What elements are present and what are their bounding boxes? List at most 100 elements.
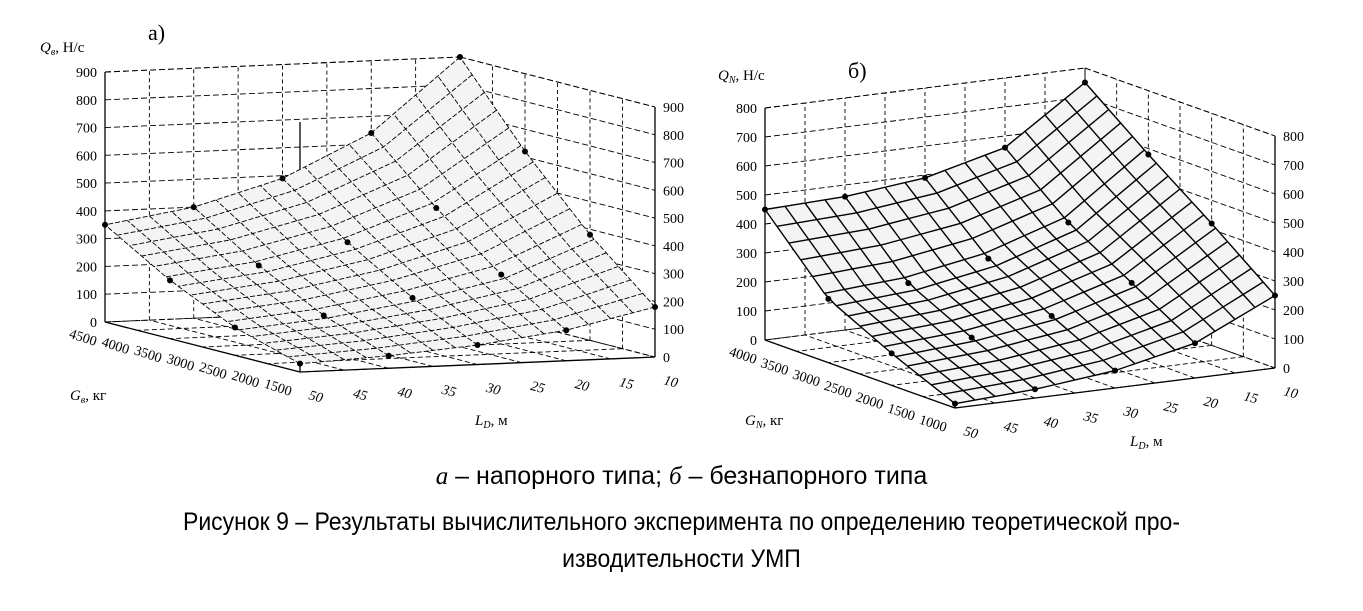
back-wall-gridline	[459, 84, 656, 136]
surface-mesh-line	[104, 224, 301, 365]
g-tick-label: 1500	[885, 402, 916, 425]
data-point	[457, 54, 463, 60]
z-tick-label-right: 0	[1283, 362, 1290, 377]
data-point	[1082, 79, 1088, 86]
g-axis-title: Gв, кг	[70, 388, 106, 406]
g-tick-label: 3500	[759, 356, 790, 379]
z-tick-label-left: 700	[76, 122, 97, 137]
l-tick-label: 20	[573, 377, 590, 395]
z-tick-label-right: 800	[1283, 130, 1304, 145]
sublabel-a-text: – напорного типа;	[448, 462, 669, 490]
l-tick-label: 45	[351, 386, 368, 404]
surface-mesh-line	[126, 220, 323, 363]
surface-mesh-line	[149, 215, 345, 361]
l-axis-title-unit: , м	[491, 413, 509, 429]
surface-mesh-line	[282, 178, 478, 346]
data-point	[102, 221, 108, 228]
data-point	[1192, 340, 1198, 347]
data-point	[1128, 279, 1135, 286]
l-axis-title: LD, м	[474, 413, 508, 431]
l-tick-label: 40	[396, 385, 413, 403]
l-tick-label: 15	[618, 375, 635, 393]
z-tick-label-left: 200	[76, 260, 97, 275]
z-tick-label-right: 500	[1283, 217, 1304, 232]
z-tick-label-right: 300	[1283, 275, 1304, 290]
data-point	[1032, 386, 1038, 393]
g-axis-title-unit: , кг	[763, 413, 784, 429]
surface-mesh-line	[804, 202, 996, 398]
z-tick-label-right: 600	[1283, 188, 1304, 203]
z-axis-title-symbol: Q	[718, 68, 729, 84]
data-point	[409, 294, 416, 301]
surface-mesh-line	[1024, 130, 1216, 332]
z-axis-title-subscript: в	[51, 47, 56, 58]
g-tick-label: 2000	[230, 369, 261, 392]
top-edge	[104, 56, 461, 73]
l-axis-title: LD, м	[1129, 434, 1163, 450]
surface-mesh-line	[215, 199, 412, 354]
surface-mesh-line	[202, 192, 558, 305]
data-point	[522, 148, 528, 155]
z-tick-label-left: 100	[736, 305, 757, 320]
data-point	[905, 280, 912, 287]
figure-caption-line2: изводительности УМП	[562, 545, 801, 573]
z-tick-label-right: 700	[663, 157, 684, 172]
l-axis-title-subscript: D	[1137, 441, 1146, 450]
data-point	[385, 352, 392, 359]
surface-mesh-line	[129, 92, 485, 247]
data-point	[652, 304, 658, 310]
z-tick-label-right: 500	[663, 212, 684, 227]
z-tick-label-right: 600	[663, 184, 684, 199]
l-tick-label: 50	[307, 388, 324, 406]
surface-mesh-line	[370, 132, 567, 331]
back-wall-gridline	[104, 112, 461, 129]
z-tick-label-left: 0	[750, 334, 757, 349]
back-wall-gridline	[104, 167, 461, 184]
l-tick-label: 45	[1002, 419, 1019, 437]
back-wall-gridline	[104, 195, 461, 212]
g-axis-title-unit: , кг	[85, 388, 106, 404]
z-tick-label-right: 100	[663, 323, 684, 338]
data-point	[1272, 292, 1278, 299]
sublabel-b: б	[668, 463, 682, 490]
l-tick-label: 25	[1162, 399, 1179, 417]
data-point	[320, 312, 327, 319]
g-axis-title-subscript: N	[755, 420, 764, 431]
data-point	[368, 129, 375, 136]
data-point	[1048, 313, 1055, 320]
l-tick-label: 20	[1202, 394, 1219, 412]
g-tick-label: 2500	[822, 379, 853, 402]
surface-mesh-line	[924, 177, 1116, 372]
surface-mesh-line	[1084, 82, 1276, 296]
data-point	[167, 277, 173, 284]
surface-mesh-line	[984, 154, 1176, 351]
l-tick-label: 25	[529, 379, 546, 397]
z-tick-label-right: 200	[1283, 304, 1304, 319]
surface-mesh-line	[165, 145, 522, 278]
top-edge	[1084, 67, 1276, 137]
z-tick-label-left: 400	[736, 218, 757, 233]
g-axis	[104, 321, 301, 373]
z-tick-label-right: 900	[663, 101, 684, 116]
surface-mesh-line	[944, 169, 1136, 365]
z-tick-label-left: 300	[76, 233, 97, 248]
z-tick-label-left: 600	[76, 149, 97, 164]
panel-label: б)	[848, 58, 867, 83]
z-tick-label-left: 400	[76, 205, 97, 220]
z-tick-label-left: 800	[76, 94, 97, 109]
surface-mesh-line	[964, 162, 1156, 358]
z-tick-label-left: 200	[736, 276, 757, 291]
z-tick-label-right: 400	[663, 240, 684, 255]
l-axis	[299, 356, 656, 373]
back-wall-gridline	[104, 139, 461, 156]
surface-mesh-line	[104, 56, 461, 226]
l-tick-label: 35	[439, 382, 457, 400]
l-tick-label: 40	[1042, 414, 1059, 432]
surface-mesh-line	[393, 113, 589, 325]
data-point	[255, 262, 262, 269]
data-point	[968, 334, 975, 341]
data-point	[1145, 151, 1152, 158]
z-tick-label-left: 0	[90, 316, 97, 331]
top-edge	[459, 56, 656, 108]
l-axis-title-unit: , м	[1146, 434, 1164, 450]
